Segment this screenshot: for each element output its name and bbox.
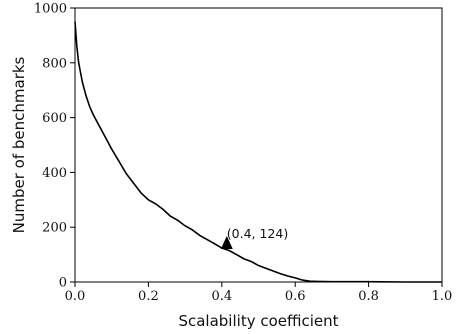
y-tick-label: 1000	[34, 2, 67, 17]
annotation-label: (0.4, 124)	[227, 226, 288, 241]
y-tick-label: 0	[59, 276, 67, 291]
x-tick-label: 0.8	[358, 289, 379, 304]
x-tick-label: 0.6	[285, 289, 306, 304]
y-tick-label: 600	[42, 111, 67, 126]
series-line	[74, 21, 442, 283]
x-tick-label: 0.4	[211, 289, 232, 304]
x-tick-label: 0.2	[138, 289, 159, 304]
x-tick-label: 1.0	[432, 289, 453, 304]
annotation-marker	[220, 236, 233, 250]
y-axis-label: Number of benchmarks	[10, 56, 28, 233]
y-tick-label: 800	[42, 56, 67, 71]
plot-frame	[74, 7, 443, 283]
x-axis-label: Scalability coefficient	[178, 312, 338, 330]
y-tick-label: 400	[42, 166, 67, 181]
x-tick-label: 0.0	[65, 289, 86, 304]
y-tick-label: 200	[42, 221, 67, 236]
axis-ticks: 0.0 0.2 0.4 0.6 0.8 1.0 0 200 400 600 800 1000	[34, 2, 452, 305]
